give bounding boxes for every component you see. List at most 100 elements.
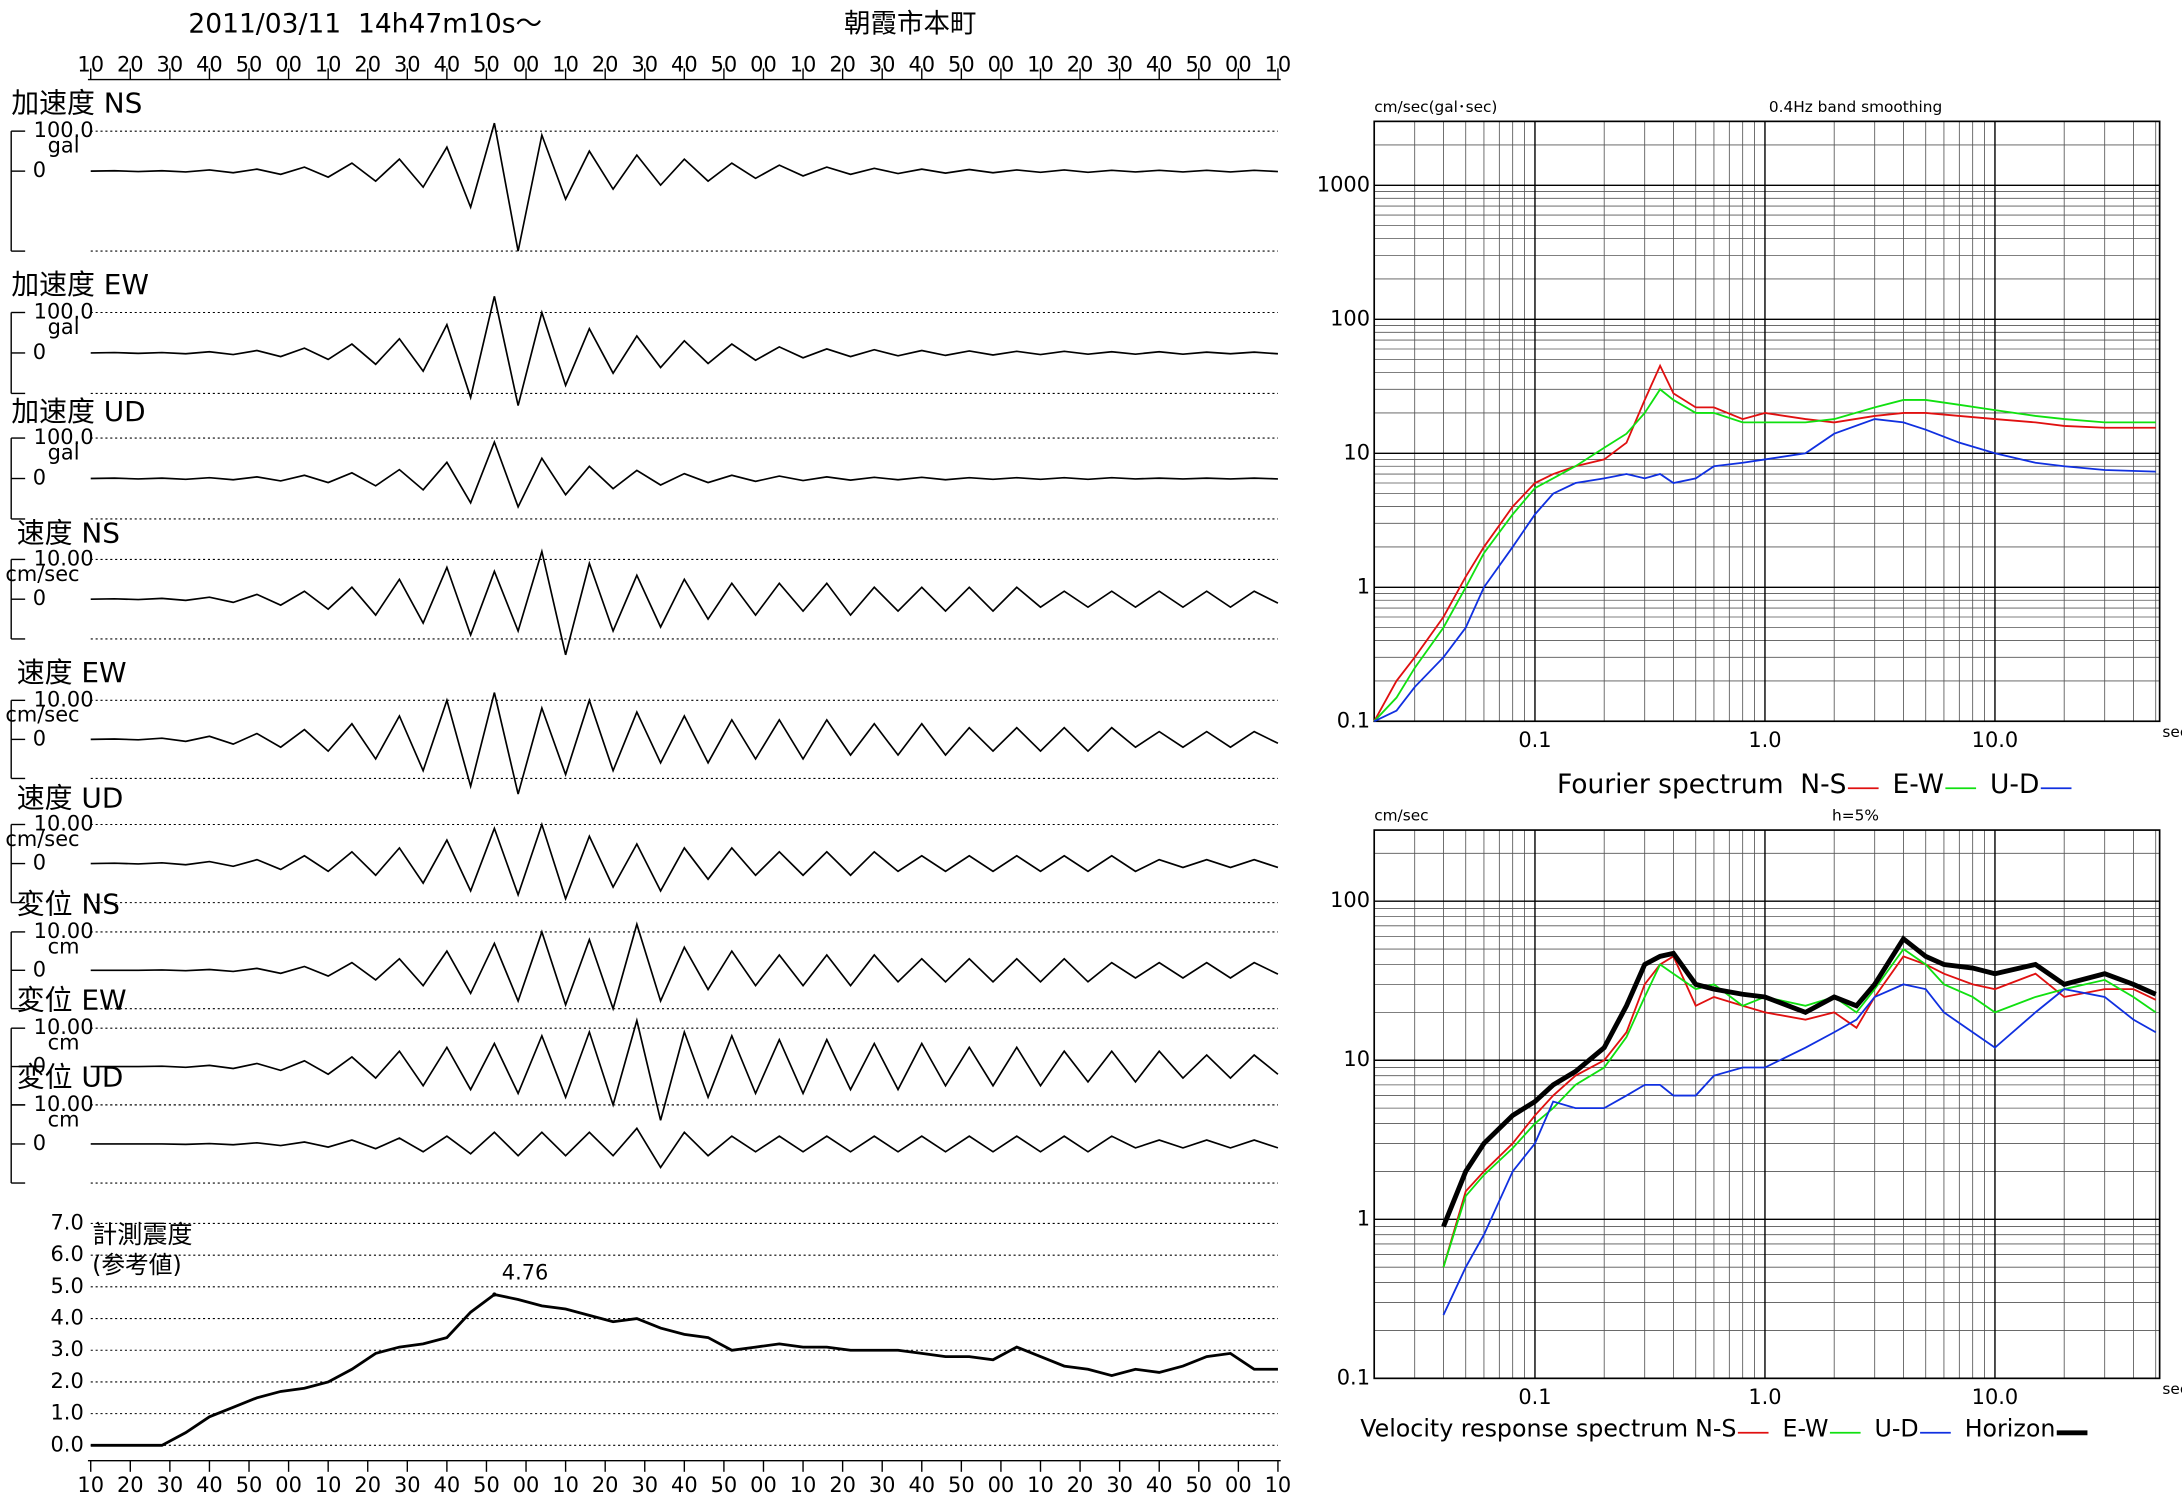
spectrum-line [1442,983,2157,1316]
time-tick-label: 00 [988,1473,1015,1497]
time-tick-label: 30 [157,53,184,77]
time-tick-label: 20 [1067,53,1094,77]
time-tick-label: 00 [750,53,777,77]
y-tick-label: 10 [1343,1047,1370,1071]
time-tick-label: 10 [77,1473,104,1497]
time-tick-label: 30 [394,53,421,77]
y-tick-label: 0 [33,957,46,981]
spectrum-line [1373,363,2156,722]
time-tick-label: 00 [1225,53,1252,77]
plot-frame [1373,120,2161,723]
y-tick-label: 100 [1330,306,1370,330]
intensity-line [90,1292,1278,1447]
panel-label: 加速度 EW [11,268,149,301]
time-tick-label: 40 [196,53,223,77]
waveform [90,1017,1279,1121]
spectrum-line [1373,418,2156,723]
time-tick-label: 40 [434,53,461,77]
unit-label: gal [48,133,80,157]
time-tick-label: 10 [315,1473,342,1497]
panel-label: 速度 UD [17,781,124,814]
x-tick-label: 0.1 [1518,728,1551,752]
y-tick-label: 0 [33,340,46,364]
y-tick-label: 0 [33,158,46,182]
time-tick-label: 10 [315,53,342,77]
y-tick-label: 10.00 [34,546,94,570]
panel-label: 速度 EW [17,656,127,689]
y-tick-label: 1 [1357,574,1370,598]
y-tick-label: 3.0 [50,1337,83,1361]
time-tick-label: 10 [1265,1473,1292,1497]
y-tick-label: 4.0 [50,1306,83,1330]
spectrum-line [1441,935,2157,1228]
time-tick-label: 40 [1146,1473,1173,1497]
y-tick-label: 10.00 [34,1092,94,1116]
unit-label: gal [48,440,80,464]
time-tick-label: 50 [236,1473,263,1497]
legend-label: E-W [1782,1414,1828,1442]
time-tick-label: 10 [1027,53,1054,77]
y-tick-label: 1 [1357,1206,1370,1230]
panel-label: 加速度 UD [11,395,145,428]
time-tick-label: 20 [354,53,381,77]
legend-title: Velocity response spectrum [1360,1414,1688,1442]
time-tick-label: 40 [908,1473,935,1497]
y-tick-label: 100.0 [34,300,94,324]
station-name: 朝霞市本町 [844,9,977,40]
waveform [90,921,1279,1012]
legend-title: Fourier spectrum [1557,769,1784,800]
y-tick-label: 6.0 [50,1242,83,1266]
y-tick-label: 0 [33,466,46,490]
time-tick-label: 50 [948,53,975,77]
time-tick-label: 20 [829,1473,856,1497]
waveform [90,296,1278,406]
panel-label: 加速度 NS [11,87,142,120]
y-tick-label: 0 [33,586,46,610]
time-tick-label: 30 [1106,53,1133,77]
time-tick-label: 40 [434,1473,461,1497]
unit-label: cm/sec [5,827,79,851]
y-tick-label: 10.00 [34,919,94,943]
y-tick-label: 7.0 [50,1210,83,1234]
waveform [90,122,1278,252]
time-tick-label: 30 [394,1473,421,1497]
panel-label: 速度 NS [17,516,120,549]
legend-label: E-W [1893,769,1944,800]
time-tick-label: 30 [869,1473,896,1497]
time-tick-label: 50 [1185,53,1212,77]
time-tick-label: 10 [790,53,817,77]
record-title: 2011/03/11 14h47m10s～ [188,9,542,40]
legend-label: N-S [1695,1414,1736,1442]
y-tick-label: 0.0 [50,1432,83,1456]
legend-label: N-S [1800,769,1846,800]
time-tick-label: 20 [829,53,856,77]
time-tick-label: 30 [1106,1473,1133,1497]
time-tick-label: 10 [77,53,104,77]
unit-label: gal [48,315,80,339]
time-tick-label: 50 [1185,1473,1212,1497]
x-tick-label: 1.0 [1748,728,1781,752]
y-tick-label: 0 [33,851,46,875]
time-tick-label: 40 [196,1473,223,1497]
time-tick-label: 20 [592,53,619,77]
peak-marker [492,1292,497,1297]
time-tick-label: 00 [275,53,302,77]
time-tick-label: 30 [631,53,658,77]
y-tick-label: 1.0 [50,1401,83,1425]
unit-label: cm/sec [5,703,79,727]
y-tick-label: 100.0 [34,425,94,449]
time-tick-label: 40 [1146,53,1173,77]
time-tick-label: 20 [592,1473,619,1497]
x-tick-label: 0.1 [1518,1385,1551,1409]
time-tick-label: 50 [711,53,738,77]
time-tick-label: 20 [117,53,144,77]
x-tick-label: 10.0 [1972,728,2019,752]
time-tick-label: 30 [631,1473,658,1497]
peak-label: 4.76 [502,1261,549,1285]
legend-label: U-D [1875,1414,1919,1442]
y-tick-label: 0.1 [1337,1365,1370,1389]
y-tick-label: 100 [1330,888,1370,912]
y-tick-label: 1000 [1317,172,1370,196]
unit-label: cm [48,1031,80,1055]
